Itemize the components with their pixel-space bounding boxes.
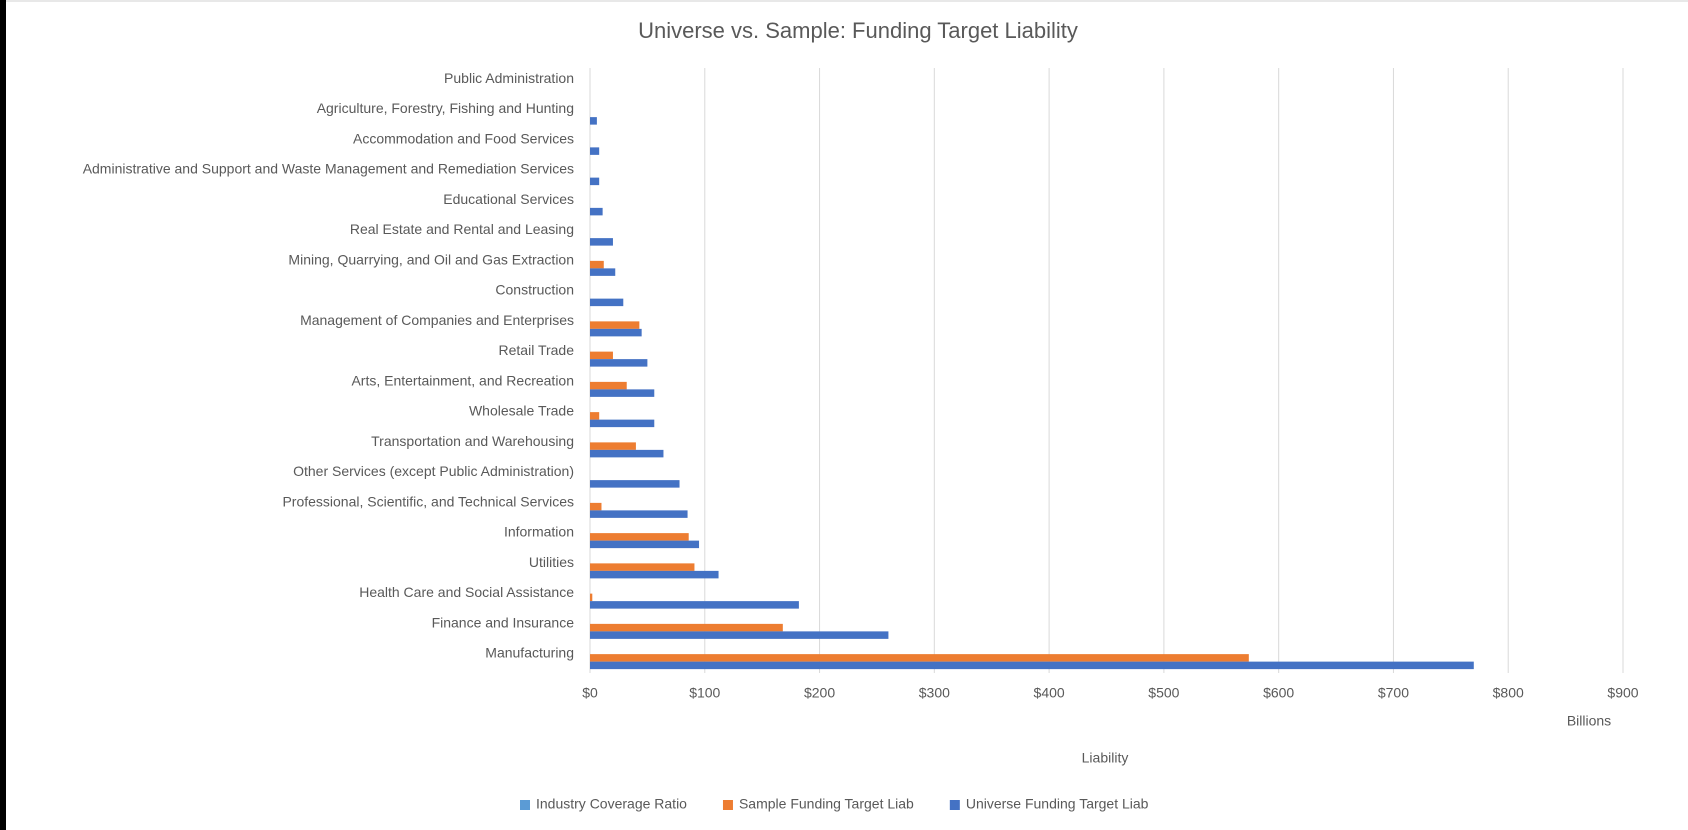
bar xyxy=(590,631,889,639)
bar xyxy=(590,480,680,488)
x-tick-label: $900 xyxy=(1607,685,1638,701)
bar xyxy=(590,654,1249,662)
bar xyxy=(590,570,719,579)
x-tick-label: $400 xyxy=(1034,685,1065,701)
legend-swatch xyxy=(520,800,530,810)
x-tick-label: $100 xyxy=(689,685,720,701)
bar xyxy=(590,268,616,276)
bar xyxy=(590,510,688,518)
legend-label: Sample Funding Target Liab xyxy=(739,796,914,812)
y-tick-label: Educational Services xyxy=(443,191,574,207)
bar xyxy=(590,533,689,541)
bar xyxy=(590,412,600,420)
y-tick-label: Other Services (except Public Administra… xyxy=(293,463,574,479)
bar xyxy=(590,661,1474,670)
y-tick-label: Retail Trade xyxy=(499,342,575,358)
bar xyxy=(590,177,600,186)
x-tick-label: $200 xyxy=(804,685,835,701)
y-tick-label: Information xyxy=(504,524,574,540)
bar xyxy=(590,563,695,571)
y-tick-label: Real Estate and Rental and Leasing xyxy=(350,221,574,237)
legend-label: Industry Coverage Ratio xyxy=(536,796,687,812)
y-tick-label: Transportation and Warehousing xyxy=(371,433,574,449)
bar xyxy=(590,540,700,549)
bar xyxy=(590,351,613,360)
x-tick-label: $600 xyxy=(1263,685,1294,701)
bar xyxy=(590,419,655,428)
bar xyxy=(590,601,799,609)
bar xyxy=(590,359,648,367)
y-tick-label: Mining, Quarrying, and Oil and Gas Extra… xyxy=(288,251,574,267)
bar xyxy=(590,502,602,511)
bar xyxy=(590,442,636,450)
legend-swatch xyxy=(722,800,733,810)
bar xyxy=(590,207,603,216)
bar xyxy=(590,328,642,337)
x-tick-label: $700 xyxy=(1378,685,1409,701)
bar xyxy=(590,381,627,390)
legend-swatch xyxy=(949,800,960,810)
y-tick-label: Finance and Insurance xyxy=(432,614,575,630)
y-tick-label: Construction xyxy=(495,282,574,298)
axis-unit-label: Billions xyxy=(1567,713,1611,729)
x-tick-label: $300 xyxy=(919,685,950,701)
y-tick-label: Administrative and Support and Waste Man… xyxy=(83,161,574,177)
y-tick-label: Arts, Entertainment, and Recreation xyxy=(351,372,574,388)
x-tick-label: $0 xyxy=(582,685,598,701)
x-tick-label: $500 xyxy=(1148,685,1179,701)
legend-label: Universe Funding Target Liab xyxy=(966,796,1149,812)
window-edge xyxy=(0,0,6,830)
y-tick-label: Manufacturing xyxy=(485,645,574,661)
bar xyxy=(590,623,783,632)
y-tick-label: Accommodation and Food Services xyxy=(353,130,574,146)
bar xyxy=(590,260,604,269)
bar xyxy=(590,117,597,125)
x-tick-label: $800 xyxy=(1493,685,1524,701)
bar xyxy=(590,449,664,458)
x-axis-label: Liability xyxy=(1082,750,1129,766)
y-tick-label: Management of Companies and Enterprises xyxy=(300,312,574,328)
bar xyxy=(590,389,655,397)
y-tick-label: Health Care and Social Assistance xyxy=(359,584,574,600)
bar xyxy=(590,147,600,155)
bar xyxy=(590,298,624,307)
y-tick-label: Professional, Scientific, and Technical … xyxy=(282,493,574,509)
y-tick-label: Agriculture, Forestry, Fishing and Hunti… xyxy=(317,100,574,116)
bar xyxy=(590,593,593,602)
bar xyxy=(590,238,613,246)
bar xyxy=(590,321,640,329)
y-tick-label: Public Administration xyxy=(444,70,574,86)
y-tick-label: Utilities xyxy=(529,554,574,570)
y-tick-label: Wholesale Trade xyxy=(469,403,574,419)
chart-title: Universe vs. Sample: Funding Target Liab… xyxy=(638,18,1078,43)
